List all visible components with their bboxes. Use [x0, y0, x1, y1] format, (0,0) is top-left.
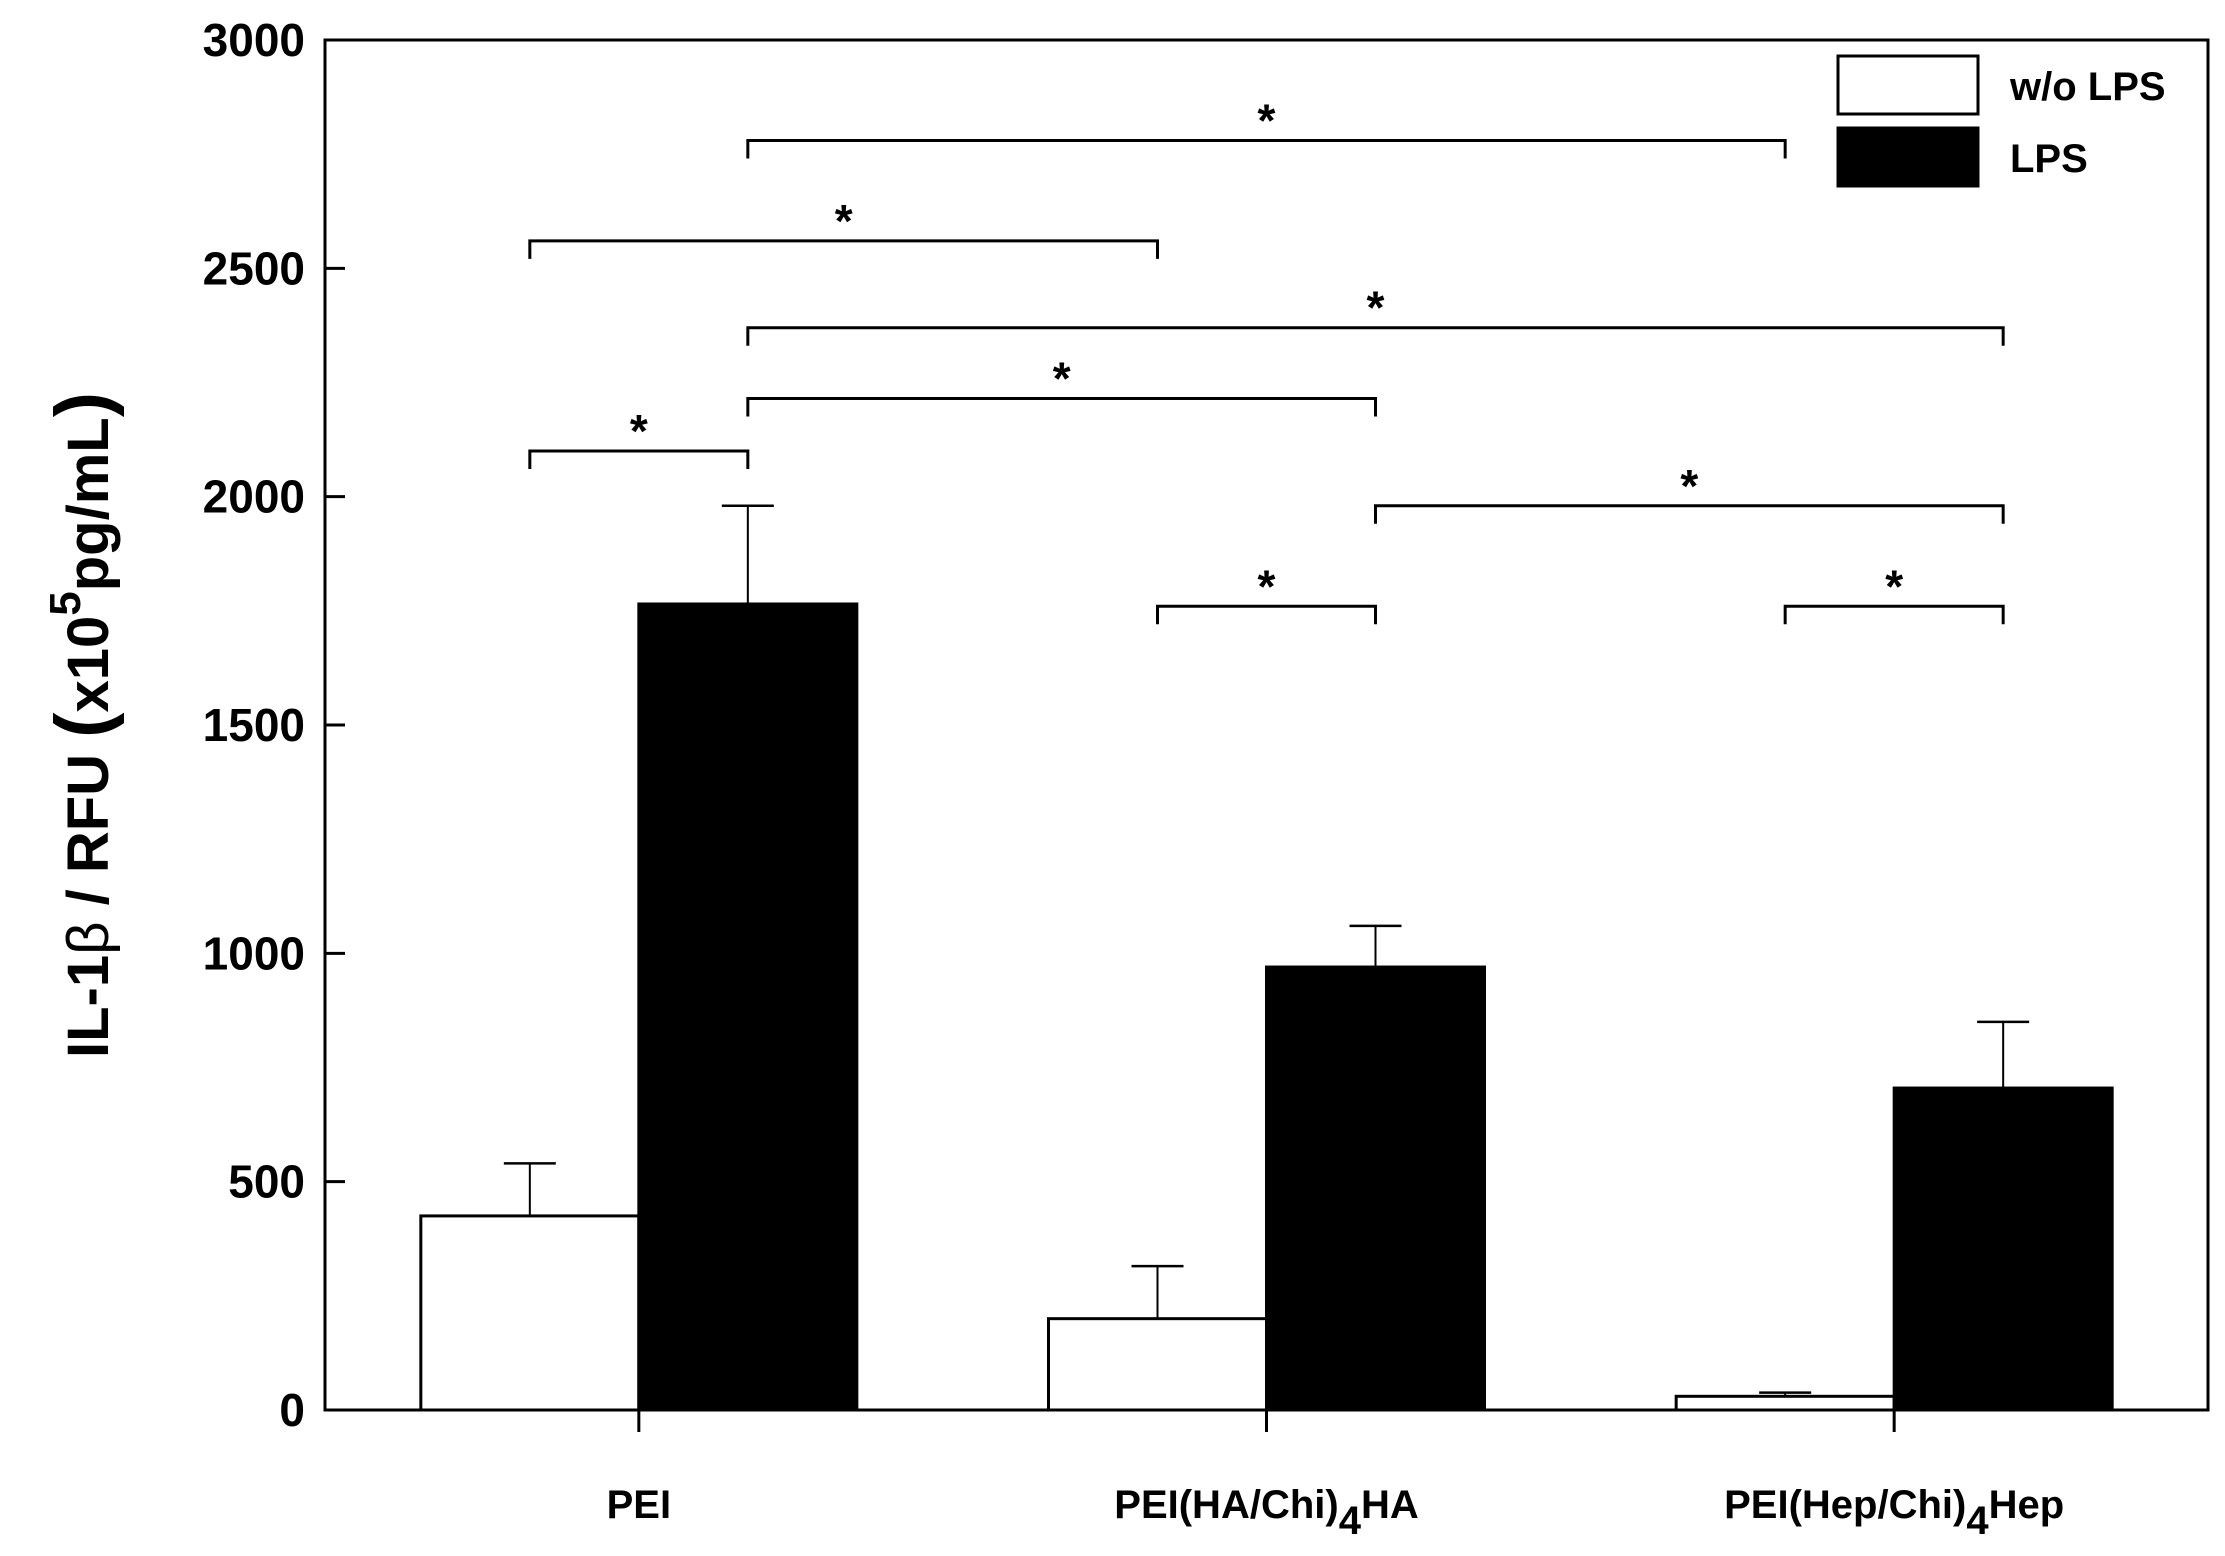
y-axis-title-prefix: IL-1: [56, 955, 121, 1058]
significance-bracket-6: [1156, 604, 1377, 625]
significance-bracket-4: [528, 449, 750, 469]
x-category-tail-2: Hep: [1989, 1483, 2065, 1527]
y-axis-title-middle: / RFU: [56, 738, 121, 922]
y-axis-title-unit-base: x10: [56, 616, 121, 713]
bar-wo-lps-1: [1047, 1317, 1268, 1412]
significance-star-2: *: [1367, 282, 1385, 334]
significance-star-0: *: [1258, 94, 1276, 146]
y-tick-label-5: 2500: [203, 242, 305, 294]
bar-wo-lps-0: [419, 1214, 641, 1412]
y-tick-label-2: 1000: [203, 927, 305, 979]
significance-bracket-7: [1783, 604, 2005, 625]
significance-bracket-1: [528, 239, 1159, 259]
significance-star-3: *: [1053, 352, 1071, 404]
y-axis-title-layer: IL-1β / RFU (x105pg/mL): [40, 392, 125, 1058]
legend-label-1: LPS: [2010, 137, 2088, 181]
bars-layer: [419, 602, 2114, 1412]
y-axis-title-unit-tail: pg/mL: [56, 417, 121, 591]
significance-star-7: *: [1885, 560, 1903, 612]
bar-lps-1: [1265, 965, 1486, 1412]
y-tick-label-1: 500: [228, 1156, 305, 1208]
x-category-main-0: PEI: [607, 1483, 671, 1527]
significance-star-6: *: [1258, 560, 1276, 612]
significance-star-4: *: [630, 405, 648, 457]
error-bars-layer: [503, 504, 2030, 1397]
significance-star-1: *: [835, 195, 853, 247]
y-tick-label-0: 0: [279, 1384, 305, 1436]
y-axis-title: IL-1β / RFU (x105pg/mL): [40, 392, 125, 1058]
significance-bracket-5: [1374, 504, 2005, 524]
y-tick-label-6: 3000: [203, 14, 305, 66]
significance-bracket-3: [746, 396, 1377, 417]
significance-star-5: *: [1680, 460, 1698, 512]
significance-bracket-2: [746, 326, 2005, 346]
x-category-subscript-2: 4: [1966, 1499, 1989, 1543]
y-axis-title-paren-open: (: [40, 712, 125, 738]
x-category-label-0: PEI: [607, 1483, 671, 1527]
legend-label-0: w/o LPS: [2009, 65, 2166, 109]
x-category-tail-1: HA: [1361, 1483, 1419, 1527]
y-tick-label-3: 1500: [203, 699, 305, 751]
legend: w/o LPS LPS: [1836, 54, 2166, 188]
x-category-main-1: PEI(HA/Chi): [1114, 1483, 1338, 1527]
y-axis-title-unit-exp: 5: [41, 591, 90, 615]
significance-bracket-0: [746, 138, 1787, 159]
bar-lps-0: [637, 602, 859, 1412]
x-category-label-1: PEI(HA/Chi)4HA: [1114, 1483, 1418, 1543]
bar-wo-lps-2: [1674, 1394, 1896, 1412]
x-category-label-2: PEI(Hep/Chi)4Hep: [1724, 1483, 2064, 1543]
significance-layer: * * * * * * * *: [528, 94, 2005, 625]
bar-lps-2: [1892, 1086, 2114, 1412]
x-category-subscript-1: 4: [1339, 1499, 1362, 1543]
y-axis-title-beta: β: [56, 922, 121, 955]
legend-swatch-0: [1836, 54, 1980, 116]
x-category-main-2: PEI(Hep/Chi): [1724, 1483, 1966, 1527]
y-axis-title-paren-close: ): [40, 392, 125, 417]
y-tick-label-4: 2000: [203, 471, 305, 523]
legend-swatch-1: [1836, 126, 1980, 188]
